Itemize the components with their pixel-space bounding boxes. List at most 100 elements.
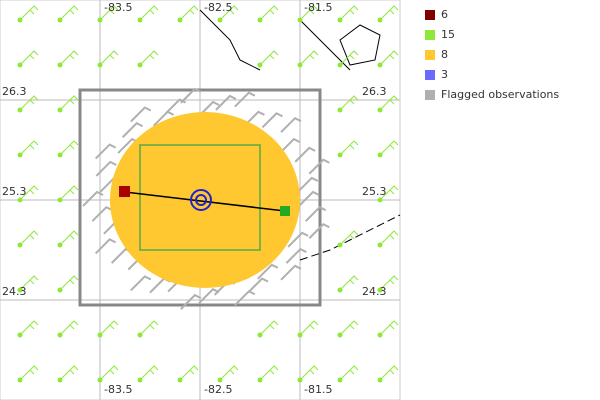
wind-barb [219,365,239,381]
lat-label: 26.3 [362,85,387,98]
flagged-barb [130,106,152,123]
legend-label: 15 [441,28,455,41]
flagged-barb [130,275,152,292]
flagged-barb [308,223,330,239]
wind-barb [59,275,79,291]
analysis-box [78,88,322,307]
legend-swatch [425,30,435,40]
wind-barb [299,320,319,336]
wind-barb [19,5,39,21]
lat-label: 24.3 [362,285,387,298]
legend-swatch [425,10,435,20]
flagged-barb [298,190,320,207]
center-ring [190,189,212,211]
legend-label: Flagged observations [441,88,559,101]
lon-label: -82.5 [204,1,232,14]
wind-barb [59,365,79,381]
legend: 6 15 8 3 Flagged observations [425,8,559,101]
wind-barb [139,5,159,21]
flagged-barb [91,205,113,222]
flagged-barb [234,290,256,306]
coastline [299,214,401,261]
legend-label: 8 [441,48,448,61]
flagged-barb [198,287,220,304]
legend-swatch [425,90,435,100]
flagged-barb [308,158,330,175]
flagged-barb [294,146,316,163]
flagged-barb [280,116,302,133]
wind-barb [379,185,399,201]
wind-barb [99,5,119,21]
wind-barb [339,95,359,111]
flagged-barb [180,293,202,310]
flagged-barb [304,205,327,222]
wind-barb [259,50,279,66]
wind-barb [259,5,279,21]
wind-barb [299,5,319,21]
wind-barb [139,50,159,66]
lon-label: -82.5 [204,383,232,396]
wind-barb [59,320,79,336]
wind-barb [259,365,279,381]
wind-barb [19,320,39,336]
flagged-barb [257,263,279,280]
flagged-barb [180,87,202,104]
legend-swatch [425,50,435,60]
wind-barb [179,5,199,21]
flagged-barb [234,91,256,108]
wind-barb [19,365,39,381]
wind-barb [339,5,359,21]
wind-barb [219,5,239,21]
lat-label: 25.3 [362,185,387,198]
flagged-barb [95,160,117,177]
wind-barb [339,50,359,66]
wind-barb [19,275,39,291]
wind-barb [379,230,399,246]
lat-label: 25.3 [2,185,27,198]
lon-label: -81.5 [304,1,332,14]
wind-barb [59,185,79,201]
wind-barb [339,140,359,156]
wind-barb [139,365,159,381]
wind-barb [19,140,39,156]
wind-barb [59,5,79,21]
coordinate-labels: -83.5 -83.5 -82.5 -82.5 -81.5 -81.5 26.3 26.3 25… [2,1,387,396]
wind-barb [59,140,79,156]
wind-barb [59,50,79,66]
wind-barb [19,95,39,111]
wind-barb [59,230,79,246]
wind-barb [299,365,319,381]
flagged-observations [82,87,330,310]
wind-barb [19,50,39,66]
wind-barb [19,230,39,246]
lon-label: -83.5 [104,1,132,14]
flagged-barb [280,264,302,281]
wind-barb [379,5,399,21]
inner-box [139,144,261,251]
legend-label: 6 [441,8,448,21]
wind-barb [99,50,119,66]
wind-barb [179,365,199,381]
flagged-barb [261,112,283,129]
flagged-barb [94,143,117,160]
track-start [119,186,130,197]
flagged-barb [121,122,144,138]
wind-barb [259,320,279,336]
wind-barb [379,140,399,156]
lon-label: -83.5 [104,383,132,396]
coastline [199,9,381,71]
wind-barb [99,320,119,336]
track-end [280,206,290,216]
legend-swatch [425,70,435,80]
legend-label: 3 [441,68,448,81]
wind-barb [99,365,119,381]
wind-barb [59,95,79,111]
wind-barb [19,185,39,201]
wind-barb [339,320,359,336]
wind-barb [339,365,359,381]
wind-barb [299,50,319,66]
flagged-barb [285,247,307,264]
observations [17,5,401,383]
flagged-barb [82,190,104,207]
